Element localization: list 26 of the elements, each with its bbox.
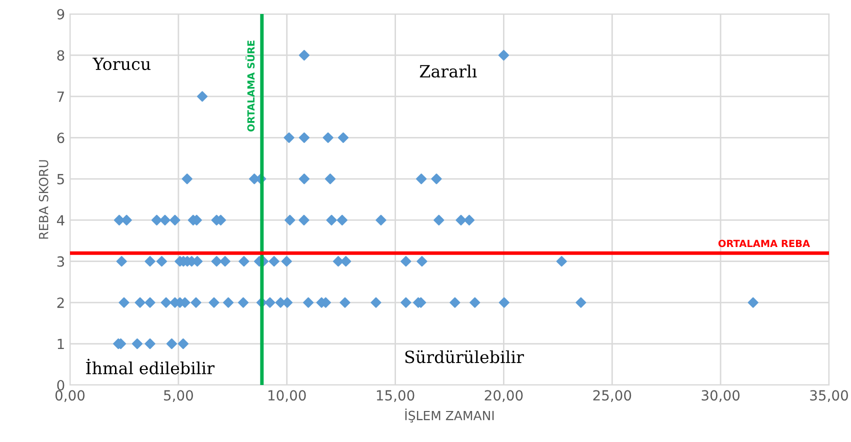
ref-line-label: ORTALAMA REBA — [718, 240, 810, 248]
annotation: Sürdürülebilir — [405, 350, 524, 364]
ref-line-label: ORTALAMA SÜRE — [245, 40, 255, 132]
annotation: Yorucu — [92, 58, 150, 70]
x-tick-label: 15,00 — [376, 390, 414, 402]
y-tick-label: 4 — [56, 215, 64, 226]
y-tick-label: 2 — [57, 298, 64, 308]
x-tick-label: 5,00 — [164, 390, 193, 402]
y-tick-label: 6 — [57, 132, 64, 144]
x-tick-label: 0,00 — [55, 390, 85, 402]
x-axis-title: İŞLEM ZAMANI — [405, 408, 494, 422]
x-tick-label: 35,00 — [810, 390, 848, 402]
y-tick-label: 0 — [57, 380, 64, 390]
y-tick-label: 9 — [57, 8, 64, 20]
annotation: İhmal edilebilir — [86, 358, 215, 374]
y-axis-title: REBA SKORU — [38, 160, 48, 239]
x-tick-label: 25,00 — [593, 390, 632, 402]
y-tick-label: 7 — [57, 92, 64, 102]
y-tick-label: 1 — [58, 338, 64, 350]
x-tick-label: 20,00 — [484, 390, 523, 402]
x-tick-label: 30,00 — [702, 390, 740, 402]
x-tick-label: 10,00 — [268, 390, 306, 402]
y-tick-label: 5 — [57, 174, 64, 184]
y-tick-label: 3 — [57, 256, 64, 267]
y-tick-label: 8 — [57, 50, 64, 61]
annotation: Zararlı — [420, 64, 477, 78]
